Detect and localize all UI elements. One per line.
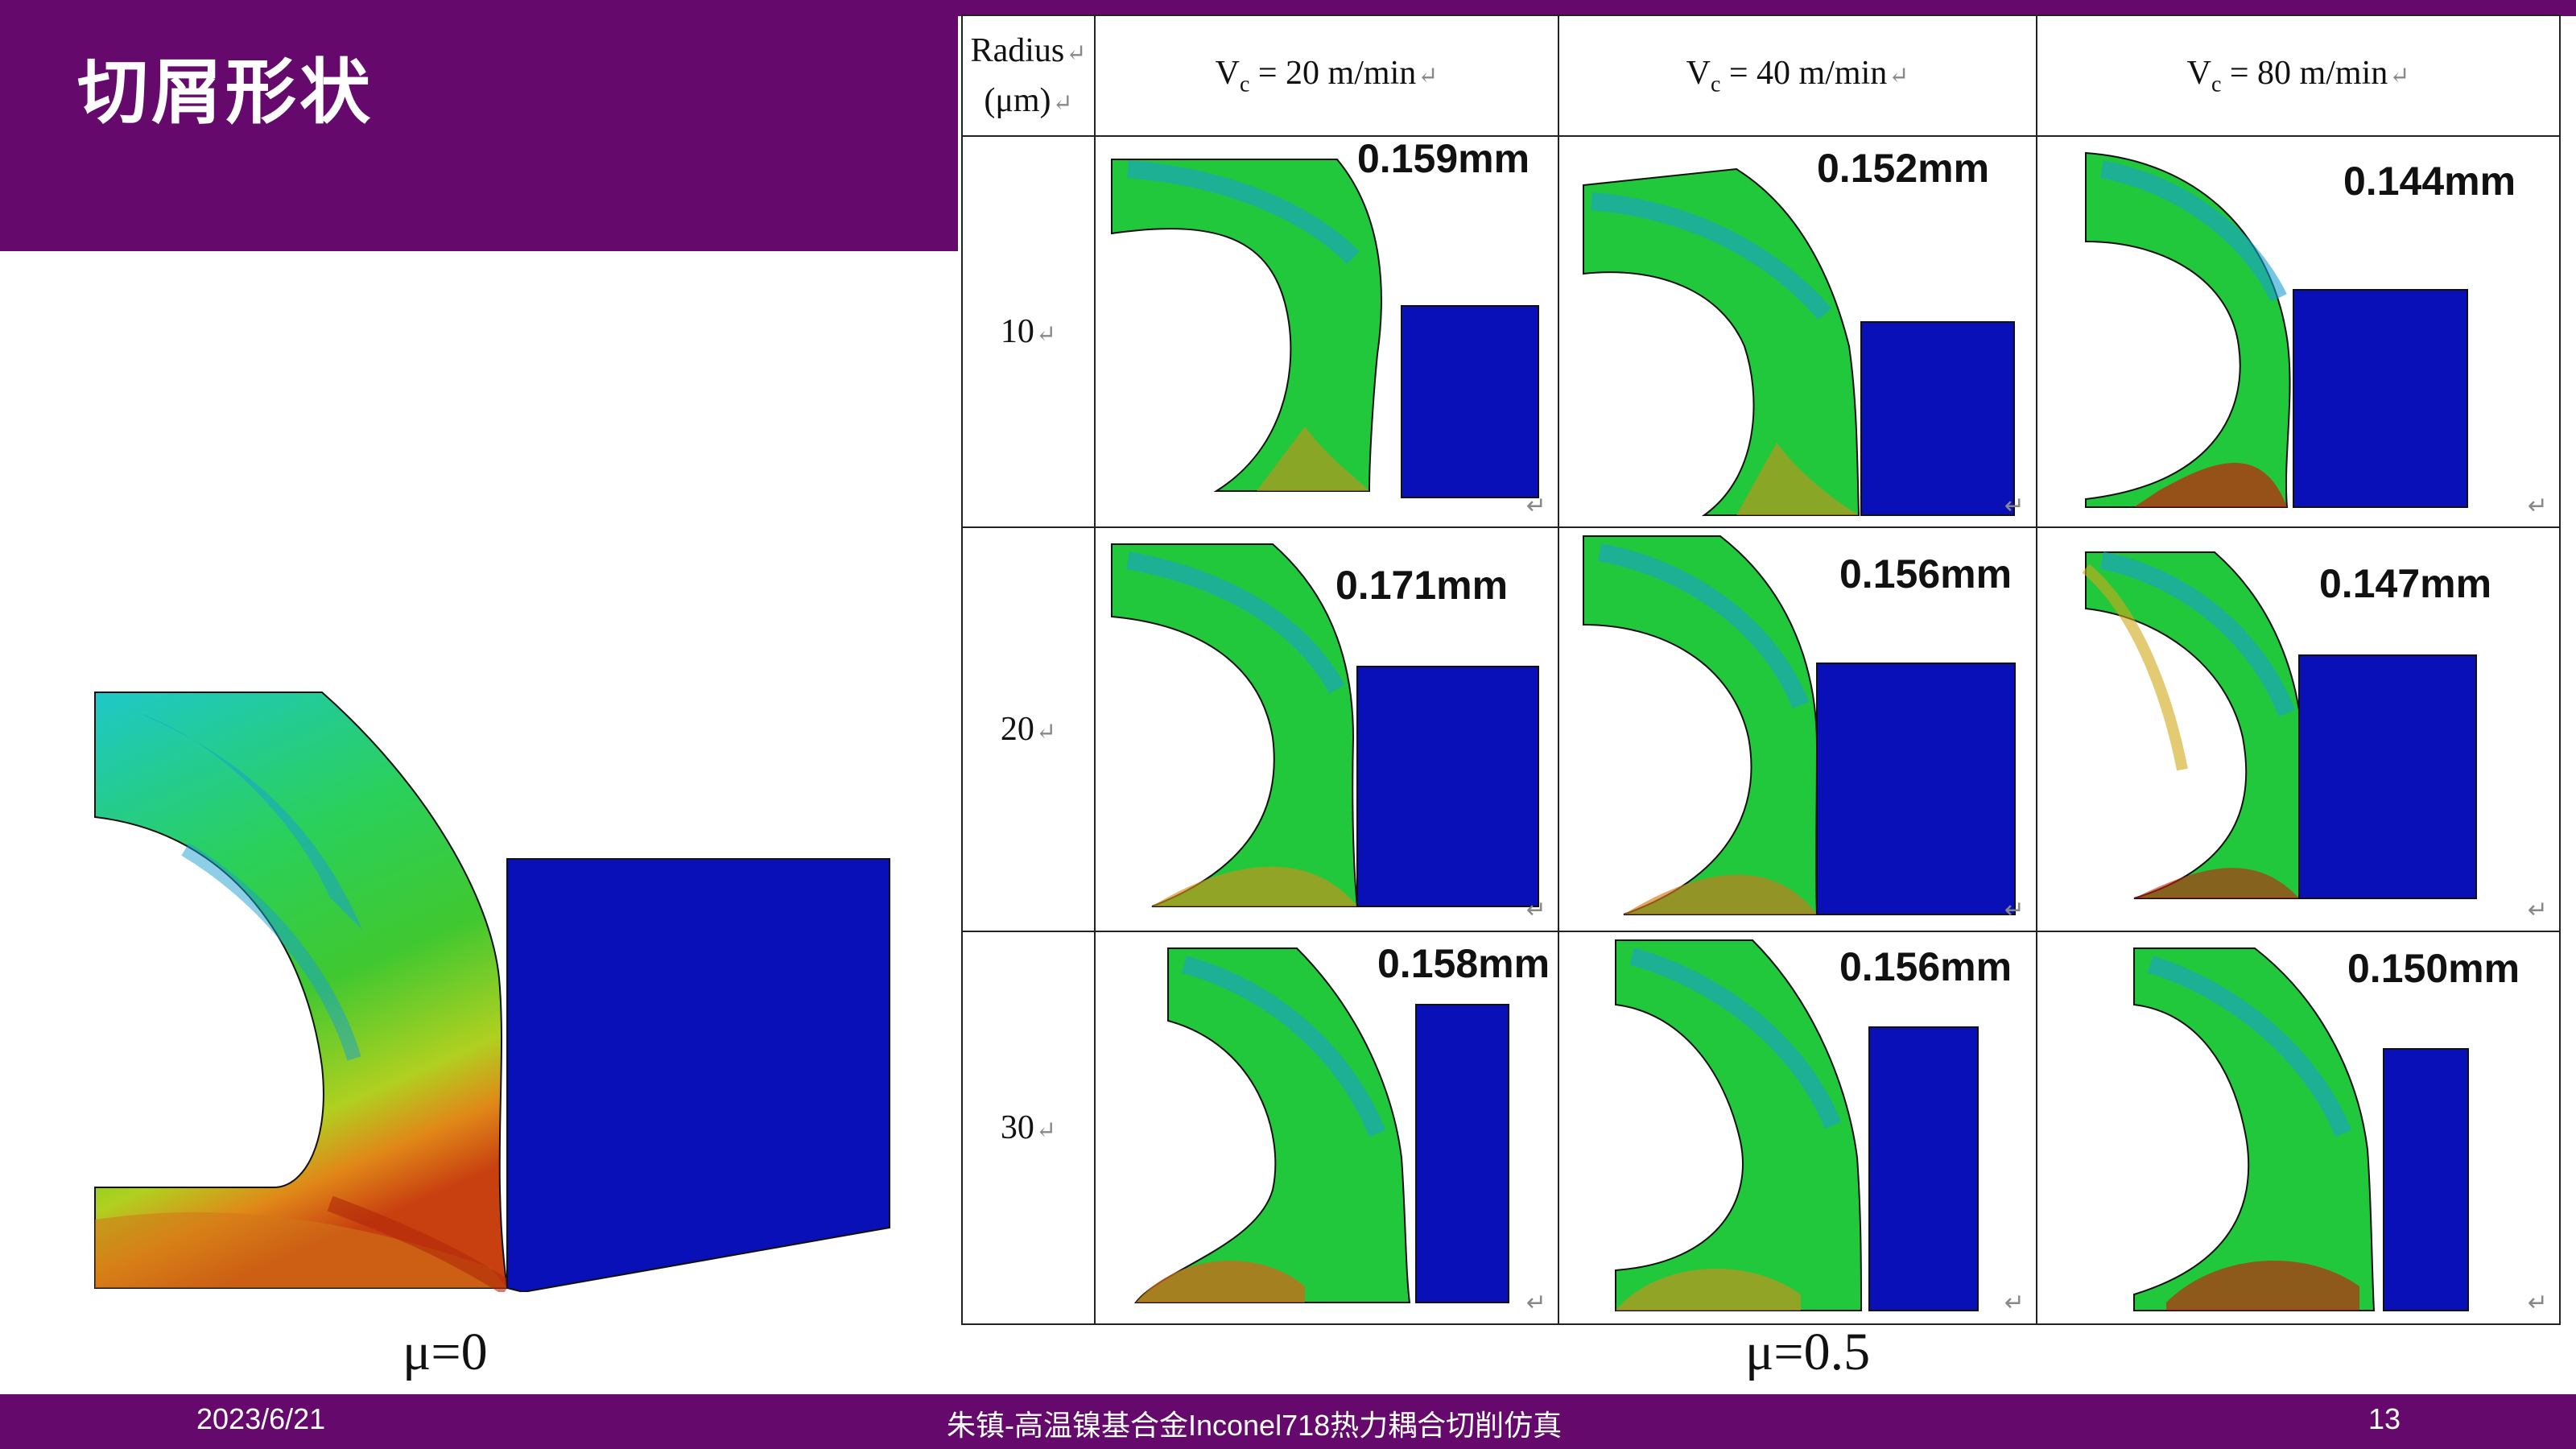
speed-header-80: Vc = 80 m/min↵ xyxy=(2036,14,2561,137)
title-band: 切屑形状 xyxy=(0,0,958,251)
chip-simulation xyxy=(1111,543,1539,907)
chip-simulation xyxy=(1615,939,1979,1311)
radius-value: 10↵ xyxy=(961,135,1096,528)
footer-date: 2023/6/21 xyxy=(196,1402,326,1435)
thickness-label: 0.171mm xyxy=(1335,563,1509,608)
top-strip xyxy=(958,0,2576,16)
chip-simulation xyxy=(2133,947,2469,1311)
table-row: 20↵ 0.171mm ↵ 0.156mm ↵ xyxy=(961,526,2561,932)
thickness-label: 0.150mm xyxy=(2347,946,2520,991)
thickness-label: 0.147mm xyxy=(2319,561,2492,606)
thickness-label: 0.156mm xyxy=(1839,551,2013,597)
chip-simulation xyxy=(2082,551,2477,899)
footer-bar: 2023/6/21 朱镇-高温镍基合金Inconel718热力耦合切削仿真 13 xyxy=(0,1394,2576,1449)
table-header-row: Radius↵ (μm)↵ Vc = 20 m/min↵ Vc = 40 m/m… xyxy=(961,14,2561,137)
chip-simulation xyxy=(1111,159,1539,498)
thickness-label: 0.152mm xyxy=(1817,146,1990,191)
sim-cell: 0.144mm ↵ xyxy=(2036,135,2561,528)
results-table: Radius↵ (μm)↵ Vc = 20 m/min↵ Vc = 40 m/m… xyxy=(961,14,2561,1325)
thickness-label: 0.159mm xyxy=(1357,136,1530,181)
sim-cell: 0.152mm ↵ xyxy=(1558,135,2037,528)
thickness-label: 0.156mm xyxy=(1839,944,2013,989)
chip-simulation xyxy=(1583,535,2016,915)
radius-value: 30↵ xyxy=(961,931,1096,1325)
mu-05-label: μ=0.5 xyxy=(1745,1323,1871,1381)
radius-header: Radius↵ (μm)↵ xyxy=(961,14,1096,137)
slide-title: 切屑形状 xyxy=(77,50,374,134)
radius-value: 20↵ xyxy=(961,526,1096,932)
chip-simulation xyxy=(1133,947,1509,1303)
mu-0-label: μ=0 xyxy=(402,1323,488,1381)
sim-cell: 0.150mm ↵ xyxy=(2036,931,2561,1325)
sim-cell: 0.156mm ↵ xyxy=(1558,931,2037,1325)
sim-cell: 0.156mm ↵ xyxy=(1558,526,2037,932)
sim-cell: 0.159mm ↵ xyxy=(1094,135,1559,528)
chip-simulation-mu0 xyxy=(94,691,890,1292)
sim-cell: 0.171mm ↵ xyxy=(1094,526,1559,932)
table-row: 30↵ 0.158mm ↵ 0.156mm ↵ xyxy=(961,931,2561,1325)
footer-title: 朱镇-高温镍基合金Inconel718热力耦合切削仿真 xyxy=(947,1409,1563,1442)
thickness-label: 0.158mm xyxy=(1377,941,1550,986)
chip-simulation xyxy=(2085,151,2468,508)
speed-header-20: Vc = 20 m/min↵ xyxy=(1094,14,1559,137)
page-number: 13 xyxy=(2368,1402,2401,1435)
speed-header-40: Vc = 40 m/min↵ xyxy=(1558,14,2037,137)
sim-cell: 0.158mm ↵ xyxy=(1094,931,1559,1325)
table-row: 10↵ 0.159mm ↵ 0.152mm ↵ xyxy=(961,135,2561,528)
sim-cell: 0.147mm ↵ xyxy=(2036,526,2561,932)
chip-simulation xyxy=(1583,167,2015,516)
thickness-label: 0.144mm xyxy=(2343,159,2516,204)
